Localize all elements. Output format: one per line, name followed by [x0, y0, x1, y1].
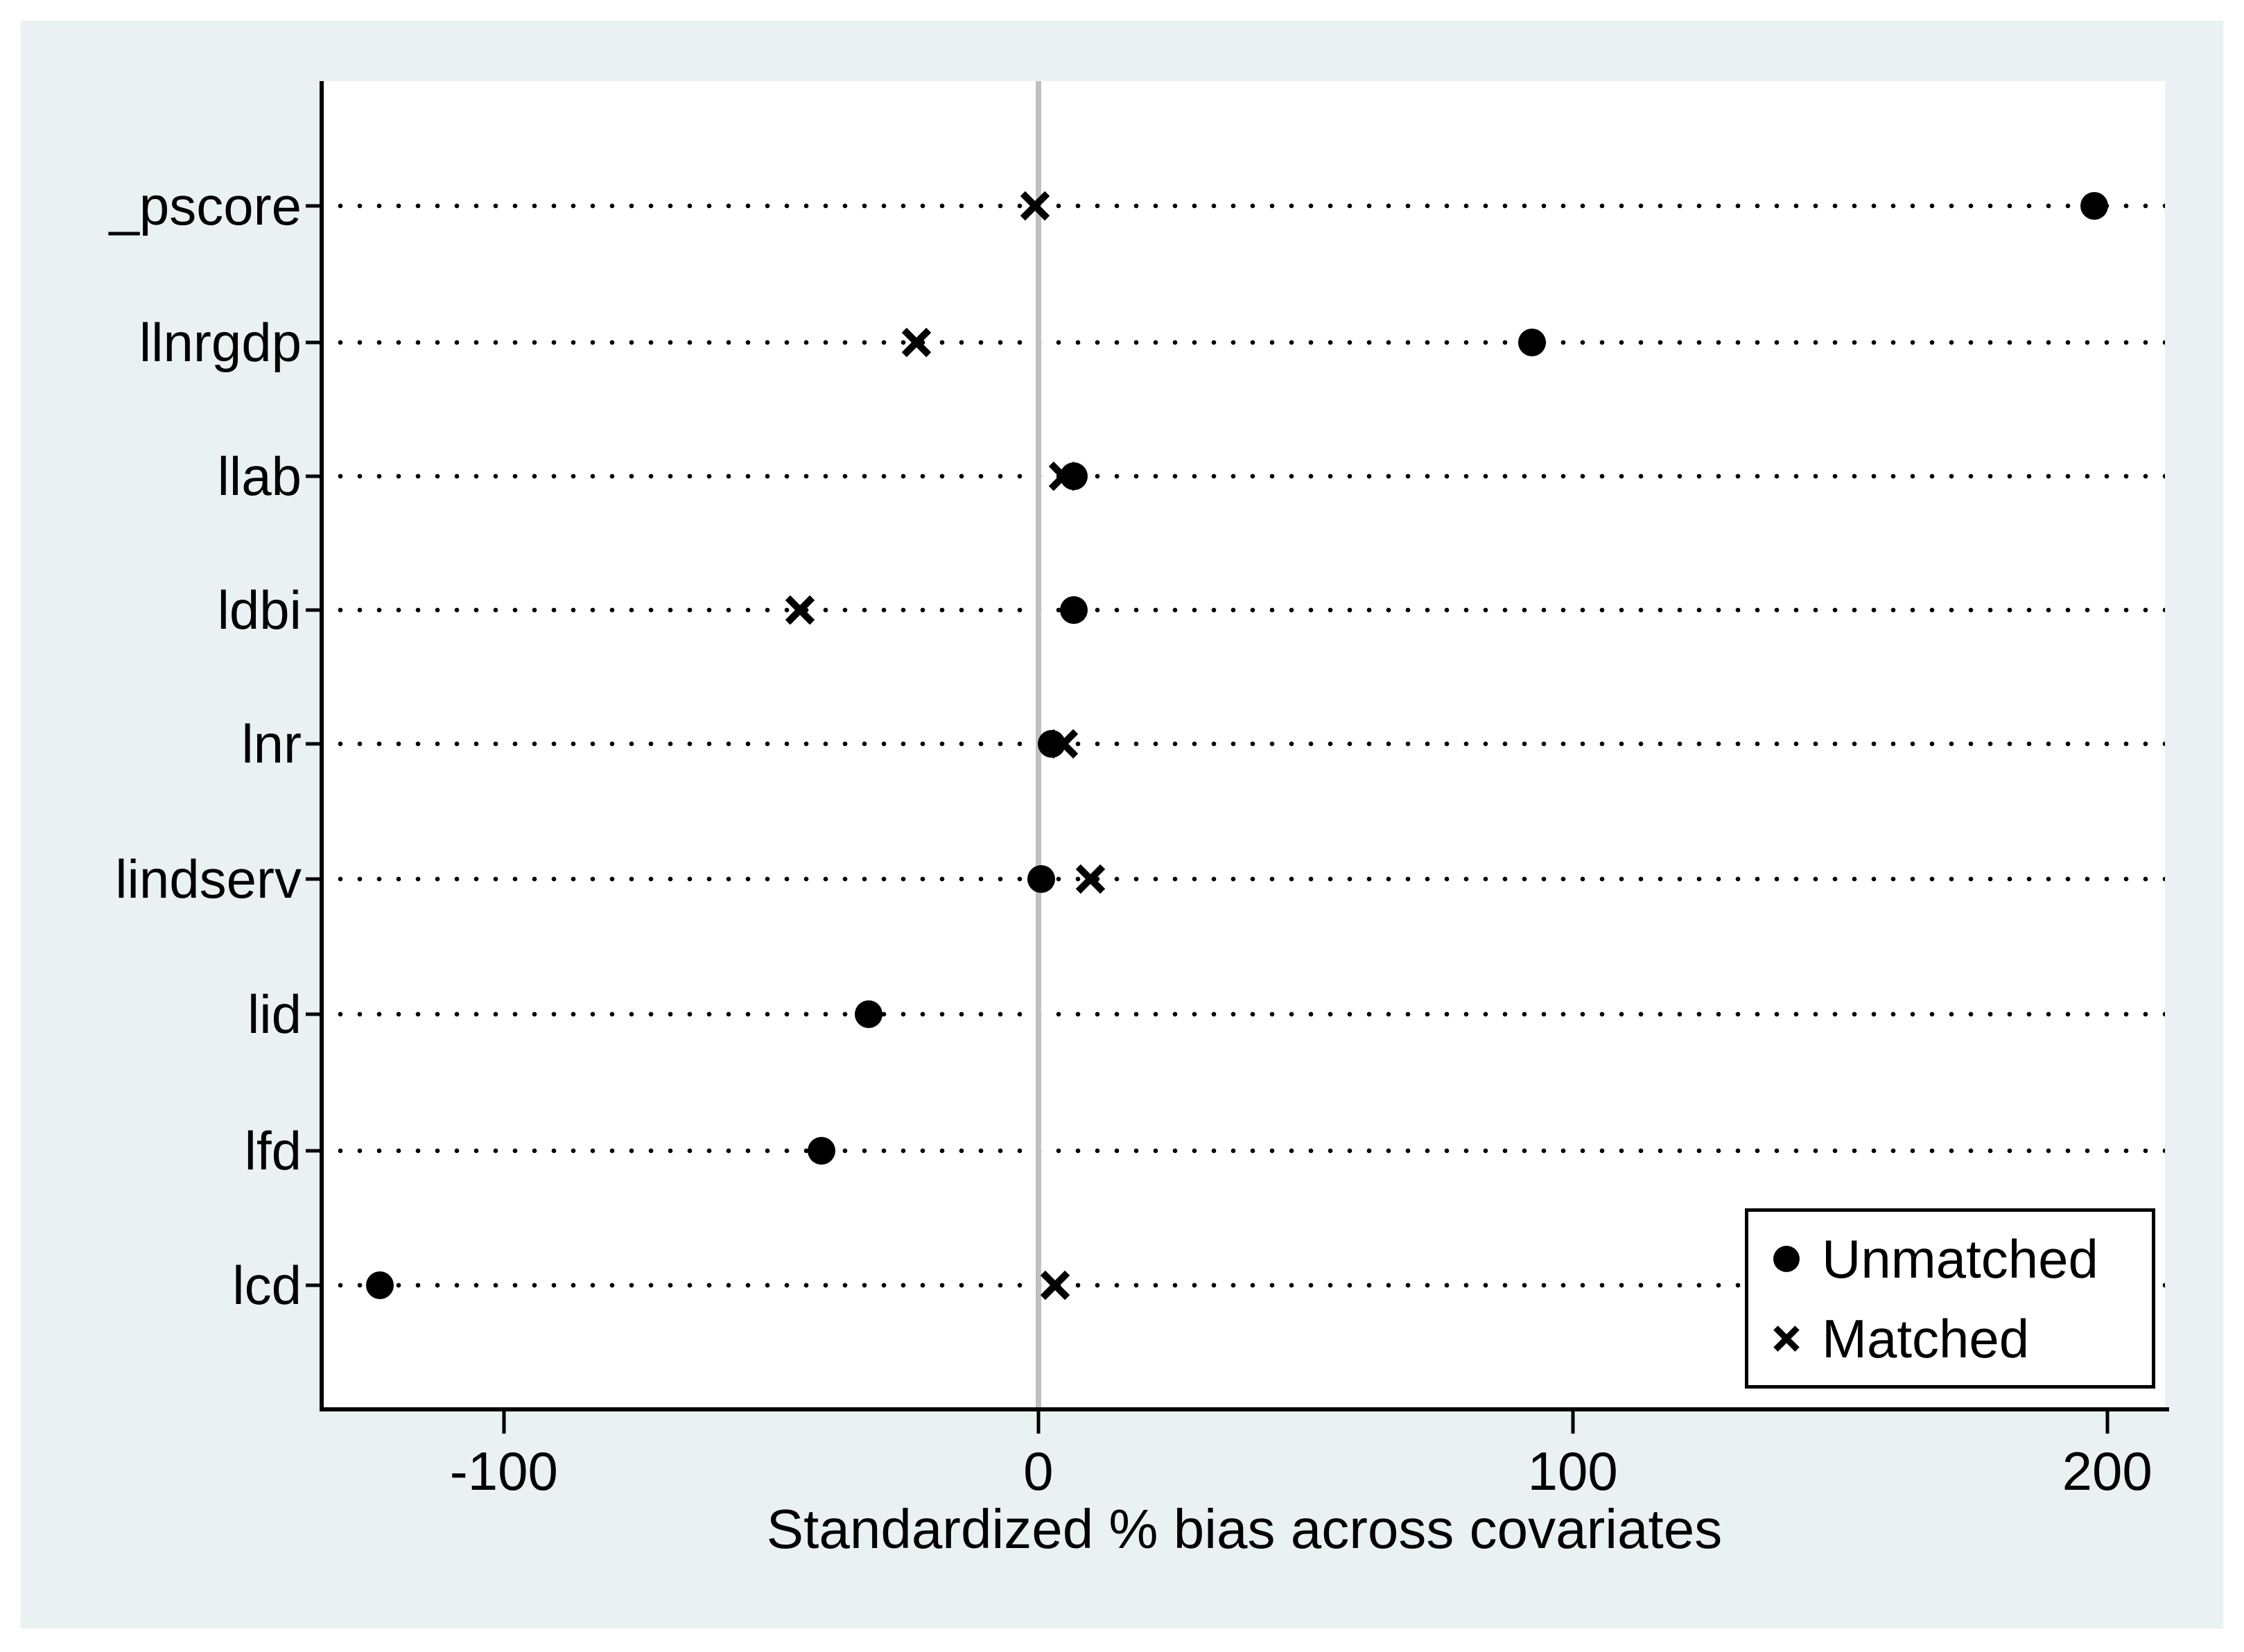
- x-axis-title: Standardized % bias across covariates: [766, 1498, 1723, 1560]
- legend-entry-unmatched: Unmatched: [1769, 1224, 2152, 1294]
- unmatched-marker: [2080, 192, 2109, 220]
- x-marker-icon: [1775, 1327, 1798, 1350]
- unmatched-marker: [807, 1137, 835, 1165]
- y-axis-label: lnr: [241, 713, 302, 774]
- category-gridline: [331, 1148, 2165, 1154]
- y-axis-label: llnrgdp: [139, 312, 302, 373]
- category-gridline: [331, 473, 2165, 479]
- unmatched-marker: [1060, 596, 1088, 624]
- unmatched-marker: [855, 1000, 883, 1028]
- x-axis-tick: [1571, 1407, 1575, 1434]
- y-axis-tick: [306, 1012, 324, 1016]
- y-axis-label: _pscore: [109, 175, 302, 236]
- matched-marker: [1022, 193, 1048, 219]
- x-axis-tick: [1036, 1407, 1041, 1434]
- filled-circle-icon: [1773, 1245, 1800, 1272]
- legend-label-unmatched: Unmatched: [1822, 1228, 2098, 1289]
- legend-entry-matched: Matched: [1769, 1304, 2152, 1373]
- category-gridline: [331, 876, 2165, 882]
- y-axis-label: lfd: [244, 1120, 302, 1181]
- legend: Unmatched Matched: [1745, 1208, 2155, 1389]
- y-axis-label: ldbi: [217, 580, 302, 641]
- y-axis-label: llab: [217, 446, 302, 507]
- x-axis-tick: [502, 1407, 506, 1434]
- unmatched-marker: [1518, 329, 1547, 356]
- y-axis-tick: [306, 742, 324, 746]
- x-axis-tick-label: 100: [1527, 1441, 1618, 1502]
- category-gridline: [331, 741, 2165, 747]
- y-axis-label: lid: [247, 984, 302, 1045]
- category-gridline: [331, 1011, 2165, 1017]
- legend-label-matched: Matched: [1822, 1307, 2030, 1369]
- matched-marker: [1042, 1272, 1068, 1298]
- matched-marker: [903, 329, 930, 356]
- y-axis-tick: [306, 1149, 324, 1153]
- y-axis-tick: [306, 340, 324, 345]
- unmatched-marker: [1027, 865, 1056, 893]
- matched-marker: [1077, 866, 1104, 892]
- unmatched-marker: [365, 1271, 394, 1299]
- unmatched-marker: [1038, 730, 1066, 758]
- category-gridline: [331, 1283, 2165, 1288]
- y-axis-tick: [306, 877, 324, 881]
- y-axis-tick: [306, 204, 324, 208]
- y-axis-tick: [306, 1283, 324, 1287]
- x-axis-tick-label: 0: [1023, 1441, 1054, 1502]
- y-axis-tick: [306, 474, 324, 478]
- y-axis-tick: [306, 608, 324, 612]
- y-axis-label: lindserv: [115, 849, 302, 910]
- category-gridline: [331, 607, 2165, 613]
- unmatched-marker: [1060, 462, 1088, 490]
- x-axis-tick-label: -100: [449, 1441, 558, 1502]
- category-gridline: [331, 340, 2165, 345]
- matched-marker: [787, 597, 813, 623]
- x-axis-tick-label: 200: [2062, 1441, 2152, 1502]
- x-axis-tick: [2105, 1407, 2110, 1434]
- y-axis-label: lcd: [232, 1255, 302, 1316]
- x-axis-line: [320, 1407, 2169, 1411]
- y-axis-line: [320, 81, 324, 1411]
- category-gridline: [331, 203, 2165, 209]
- plot-area: [324, 81, 2165, 1407]
